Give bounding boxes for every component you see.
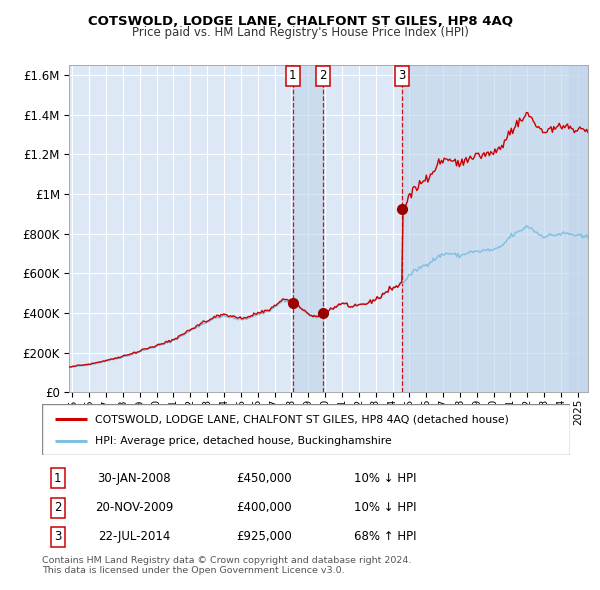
Text: COTSWOLD, LODGE LANE, CHALFONT ST GILES, HP8 4AQ (detached house): COTSWOLD, LODGE LANE, CHALFONT ST GILES,… bbox=[95, 414, 509, 424]
Text: HPI: Average price, detached house, Buckinghamshire: HPI: Average price, detached house, Buck… bbox=[95, 436, 392, 446]
Text: Contains HM Land Registry data © Crown copyright and database right 2024.: Contains HM Land Registry data © Crown c… bbox=[42, 556, 412, 565]
Text: 2: 2 bbox=[320, 69, 327, 83]
Text: 1: 1 bbox=[289, 69, 296, 83]
Text: £925,000: £925,000 bbox=[236, 530, 292, 543]
Text: 1: 1 bbox=[54, 472, 62, 485]
Text: 3: 3 bbox=[398, 69, 406, 83]
Text: 20-NOV-2009: 20-NOV-2009 bbox=[95, 501, 173, 514]
Text: £450,000: £450,000 bbox=[236, 472, 292, 485]
Text: Price paid vs. HM Land Registry's House Price Index (HPI): Price paid vs. HM Land Registry's House … bbox=[131, 26, 469, 39]
Text: 2: 2 bbox=[54, 501, 62, 514]
Bar bbox=[402, 65, 588, 392]
Text: 10% ↓ HPI: 10% ↓ HPI bbox=[354, 501, 416, 514]
Bar bbox=[569, 65, 588, 392]
Text: This data is licensed under the Open Government Licence v3.0.: This data is licensed under the Open Gov… bbox=[42, 566, 344, 575]
Text: 10% ↓ HPI: 10% ↓ HPI bbox=[354, 472, 416, 485]
Text: 30-JAN-2008: 30-JAN-2008 bbox=[98, 472, 171, 485]
Bar bbox=[293, 65, 323, 392]
Text: 3: 3 bbox=[54, 530, 62, 543]
Text: 68% ↑ HPI: 68% ↑ HPI bbox=[354, 530, 416, 543]
FancyBboxPatch shape bbox=[42, 404, 570, 455]
Text: COTSWOLD, LODGE LANE, CHALFONT ST GILES, HP8 4AQ: COTSWOLD, LODGE LANE, CHALFONT ST GILES,… bbox=[88, 15, 512, 28]
Text: 22-JUL-2014: 22-JUL-2014 bbox=[98, 530, 170, 543]
Text: £400,000: £400,000 bbox=[236, 501, 292, 514]
